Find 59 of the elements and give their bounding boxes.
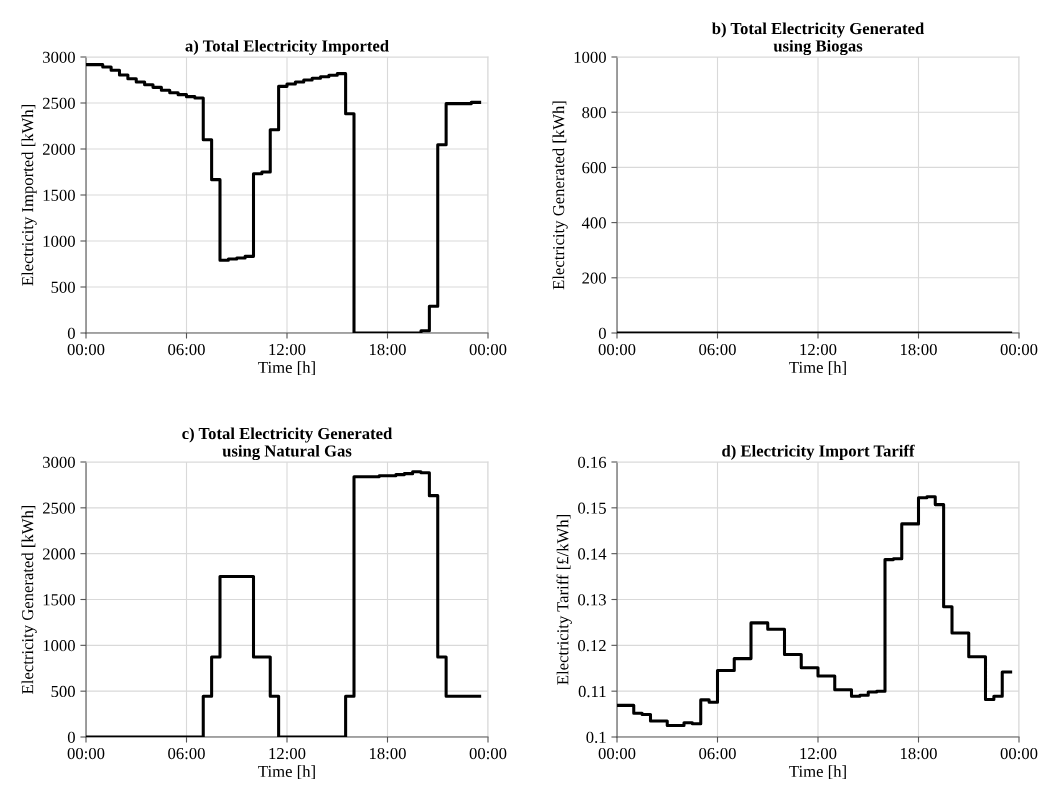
x-tick-label: 00:00 (598, 343, 636, 356)
y-tick-label: 200 (582, 272, 606, 284)
x-tick-label: 06:00 (168, 747, 205, 760)
chart-title: c) Total Electricity Generated using Natural Gas (182, 427, 393, 461)
y-tick-label: 0.15 (578, 502, 606, 514)
x-tick-label: 00:00 (67, 343, 105, 356)
x-axis-title: Time [h] (258, 361, 315, 376)
chart-title: d) Electricity Import Tariff (722, 444, 915, 461)
x-tick-label: 12:00 (269, 343, 306, 356)
x-tick-label: 06:00 (699, 343, 736, 356)
x-tick-label: 18:00 (900, 747, 937, 760)
y-axis-title: Electricity Generated [kWh] (552, 101, 568, 290)
x-axis-title: Time [h] (789, 765, 846, 780)
y-tick-label: 3000 (43, 51, 75, 63)
y-tick-label: 1000 (43, 235, 75, 247)
y-tick-label: 0.11 (578, 685, 606, 698)
x-tick-label: 00:00 (1000, 747, 1038, 760)
x-axis-title: Time [h] (258, 765, 315, 780)
y-tick-label: 0.12 (578, 640, 606, 652)
y-tick-label: 1500 (43, 594, 75, 606)
x-tick-label: 00:00 (67, 747, 105, 760)
y-tick-label: 0 (598, 327, 606, 339)
y-axis-title: Electricity Tariff [£/kWh] (556, 515, 572, 685)
y-axis-title: Electricity Generated [kWh] (21, 505, 37, 694)
x-tick-label: 12:00 (800, 747, 837, 760)
y-tick-label: 2500 (42, 97, 75, 109)
x-tick-label: 00:00 (598, 747, 636, 760)
y-tick-label: 3000 (43, 456, 75, 468)
chart-title: a) Total Electricity Imported (185, 39, 389, 56)
x-tick-label: 18:00 (369, 343, 406, 356)
y-tick-label: 1000 (43, 640, 75, 652)
y-tick-label: 500 (51, 685, 75, 698)
y-tick-label: 0.14 (578, 548, 607, 560)
y-tick-label: 400 (581, 217, 606, 229)
x-tick-label: 18:00 (369, 747, 406, 760)
x-tick-label: 00:00 (469, 747, 507, 760)
y-axis-title: Electricity Imported [kWh] (21, 105, 37, 286)
y-tick-label: 2000 (42, 143, 75, 155)
x-tick-label: 12:00 (269, 747, 306, 760)
y-tick-label: 1000 (574, 51, 606, 63)
y-tick-label: 2000 (42, 548, 75, 560)
x-tick-label: 12:00 (800, 343, 837, 356)
y-tick-label: 2500 (42, 502, 75, 514)
x-tick-label: 00:00 (469, 343, 507, 356)
y-tick-label: 0.13 (578, 594, 606, 606)
y-tick-label: 800 (582, 106, 606, 119)
x-tick-label: 06:00 (699, 747, 736, 760)
y-tick-label: 0 (67, 731, 75, 743)
y-tick-label: 600 (582, 162, 606, 174)
x-tick-label: 00:00 (1000, 343, 1038, 356)
x-axis-title: Time [h] (789, 361, 846, 376)
y-tick-label: 0 (67, 327, 75, 339)
y-tick-label: 500 (51, 281, 75, 293)
y-tick-label: 1500 (43, 189, 75, 201)
chart-title: b) Total Electricity Generated using Biogas (711, 22, 925, 56)
y-tick-label: 0.1 (586, 731, 606, 744)
x-tick-label: 18:00 (900, 343, 937, 356)
x-tick-label: 06:00 (168, 343, 205, 356)
y-tick-label: 0.16 (578, 456, 607, 469)
